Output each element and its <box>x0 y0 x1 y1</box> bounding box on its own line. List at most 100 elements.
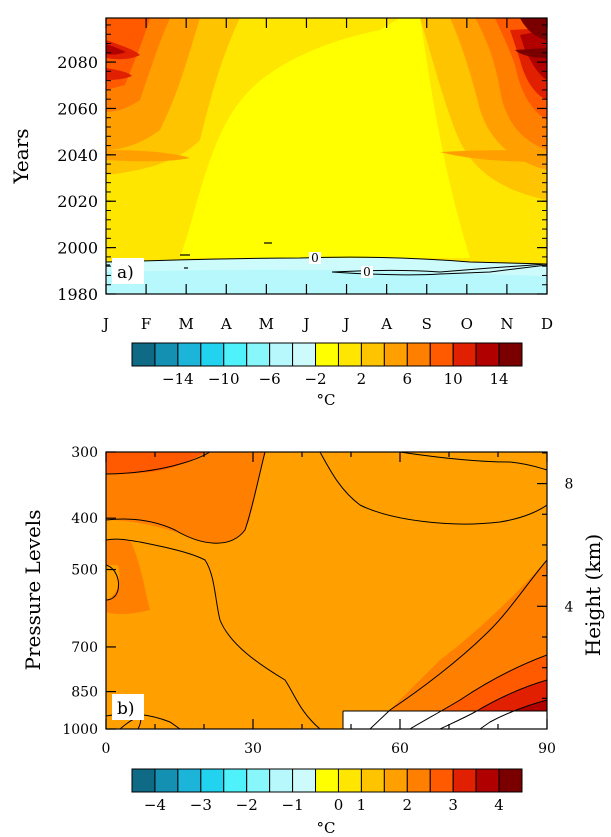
colorbar-swatch <box>360 342 385 367</box>
colorbar-swatch <box>269 768 294 793</box>
x-tick-label: 0 <box>102 741 111 757</box>
colorbar-swatch <box>292 768 317 793</box>
y-tick-label: 300 <box>71 445 98 461</box>
colorbar-swatch <box>315 768 339 793</box>
x-tick-label: N <box>500 315 513 333</box>
panel-a-axes: 1980 2000 2020 2040 2060 2080 J F M A M J J A S O N D <box>57 18 553 333</box>
panel-b-y2label: Height (km) <box>581 534 605 656</box>
colorbar-tick-label: 14 <box>490 370 509 388</box>
y-tick-label: 2000 <box>57 239 98 258</box>
panel-a-frame <box>105 17 548 295</box>
colorbar-swatch <box>383 768 408 793</box>
panel-a-ylabel: Years <box>9 128 33 184</box>
colorbar-swatch <box>475 768 500 793</box>
panel-b-ylabel: Pressure Levels <box>21 510 45 671</box>
colorbar-tick-label: 6 <box>403 370 413 388</box>
colorbar-tick-label: 3 <box>448 796 458 814</box>
panel-a-heatmap <box>106 18 547 294</box>
colorbar-swatch <box>498 342 523 367</box>
colorbar-swatch <box>292 342 317 367</box>
colorbar-tick-label: 4 <box>494 796 504 814</box>
y-tick-label: 850 <box>71 685 98 701</box>
panel-b-heatmap <box>106 452 547 729</box>
colorbar-tick-label: −1 <box>282 796 304 814</box>
colorbar-swatch <box>429 342 454 367</box>
x-tick-label: M <box>259 315 274 333</box>
panel-b-colorbar: −4 −3 −2 −1 0 1 2 3 4 <box>131 768 523 814</box>
colorbar-swatch <box>131 768 156 793</box>
x-tick-label: O <box>461 315 473 333</box>
x-tick-label: F <box>141 315 151 333</box>
colorbar-swatch <box>360 768 385 793</box>
colorbar-swatch <box>269 342 294 367</box>
colorbar-swatch <box>246 342 271 367</box>
y-tick-label: 2080 <box>57 53 98 72</box>
x-tick-label: S <box>422 315 432 333</box>
panel-a-label-box <box>112 258 144 284</box>
y-tick-label: 400 <box>71 511 98 527</box>
x-tick-label: J <box>342 315 350 333</box>
colorbar-swatch <box>177 342 202 367</box>
y-tick-label: 1980 <box>57 285 98 304</box>
colorbar-tick-label: −14 <box>162 370 194 388</box>
colorbar-swatch <box>177 768 202 793</box>
colorbar-swatch <box>315 342 339 367</box>
x-tick-label: A <box>380 315 392 333</box>
panel-a-colorbar-unit: °C <box>317 391 336 409</box>
y-tick-label: 500 <box>71 563 98 579</box>
colorbar-swatch <box>383 342 408 367</box>
x-tick-label: A <box>220 315 232 333</box>
colorbar-swatch <box>452 768 477 793</box>
colorbar-swatch <box>154 342 179 367</box>
panel-b-label: b) <box>117 699 135 719</box>
colorbar-tick-label: −10 <box>208 370 240 388</box>
colorbar-swatch <box>154 768 179 793</box>
x-tick-label: 60 <box>391 741 409 757</box>
colorbar-swatch <box>406 768 431 793</box>
panel-b-axes: 300 400 500 700 850 1000 4 8 0 30 60 90 <box>62 445 573 757</box>
colorbar-swatch <box>337 342 362 367</box>
colorbar-swatch <box>498 768 523 793</box>
y-tick-label: 2040 <box>57 146 98 165</box>
colorbar-swatch <box>223 342 248 367</box>
y-tick-label: 1000 <box>62 722 98 738</box>
colorbar-tick-label: −6 <box>259 370 281 388</box>
colorbar-tick-label: −2 <box>236 796 258 814</box>
colorbar-swatch <box>429 768 454 793</box>
y2-tick-label: 4 <box>565 599 574 615</box>
colorbar-tick-label: 0 <box>334 796 344 814</box>
y2-tick-label: 8 <box>565 477 574 493</box>
colorbar-tick-label: 10 <box>444 370 463 388</box>
colorbar-swatch <box>200 768 225 793</box>
colorbar-tick-label: −2 <box>304 370 326 388</box>
y-tick-label: 700 <box>71 640 98 656</box>
colorbar-swatch <box>246 768 271 793</box>
x-tick-label: D <box>541 315 553 333</box>
colorbar-swatch <box>223 768 248 793</box>
x-tick-label: M <box>179 315 194 333</box>
colorbar-swatch <box>200 342 225 367</box>
x-tick-label: J <box>301 315 309 333</box>
x-tick-label: 90 <box>538 741 556 757</box>
x-tick-label: 30 <box>244 741 262 757</box>
panel-a-colorbar: −14 −10 −6 −2 2 6 10 14 <box>131 342 523 388</box>
panel-b-label-box <box>112 694 144 720</box>
panel-a-label: a) <box>117 263 134 283</box>
colorbar-swatch <box>475 342 500 367</box>
contour-label: 0 <box>311 251 319 265</box>
colorbar-swatch <box>406 342 431 367</box>
y-tick-label: 2060 <box>57 99 98 118</box>
colorbar-tick-label: −4 <box>144 796 166 814</box>
contour-label: 0 <box>363 265 371 279</box>
x-tick-label: J <box>101 315 109 333</box>
y-tick-label: 2020 <box>57 192 98 211</box>
panel-a: 0 0 1980 2000 2020 2040 2060 2080 J F M A M J J A S O N D… <box>9 17 553 409</box>
colorbar-swatch <box>337 768 362 793</box>
colorbar-tick-label: 1 <box>357 796 367 814</box>
colorbar-swatch <box>452 342 477 367</box>
colorbar-tick-label: −3 <box>190 796 212 814</box>
colorbar-tick-label: 2 <box>357 370 367 388</box>
panel-b-frame <box>105 451 548 730</box>
